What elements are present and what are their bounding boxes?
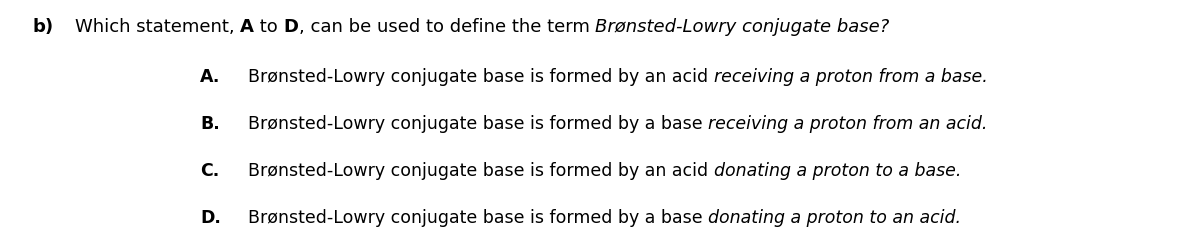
Text: D.: D. xyxy=(200,209,221,227)
Text: D: D xyxy=(283,18,299,36)
Text: to: to xyxy=(255,18,283,36)
Text: Brønsted-Lowry conjugate base is formed by a base: Brønsted-Lowry conjugate base is formed … xyxy=(248,209,708,227)
Text: b): b) xyxy=(32,18,53,36)
Text: A: A xyxy=(240,18,255,36)
Text: Which statement,: Which statement, xyxy=(75,18,240,36)
Text: Brønsted-Lowry conjugate base is formed by a base: Brønsted-Lowry conjugate base is formed … xyxy=(248,115,708,133)
Text: Brønsted-Lowry conjugate base?: Brønsted-Lowry conjugate base? xyxy=(596,18,890,36)
Text: C.: C. xyxy=(200,162,219,180)
Text: , can be used to define the term: , can be used to define the term xyxy=(299,18,596,36)
Text: A.: A. xyxy=(200,68,220,86)
Text: B.: B. xyxy=(200,115,220,133)
Text: receiving a proton from an acid.: receiving a proton from an acid. xyxy=(708,115,988,133)
Text: donating a proton to an acid.: donating a proton to an acid. xyxy=(708,209,962,227)
Text: Brønsted-Lowry conjugate base is formed by an acid: Brønsted-Lowry conjugate base is formed … xyxy=(248,68,714,86)
Text: Brønsted-Lowry conjugate base is formed by an acid: Brønsted-Lowry conjugate base is formed … xyxy=(248,162,714,180)
Text: donating a proton to a base.: donating a proton to a base. xyxy=(714,162,962,180)
Text: receiving a proton from a base.: receiving a proton from a base. xyxy=(714,68,988,86)
